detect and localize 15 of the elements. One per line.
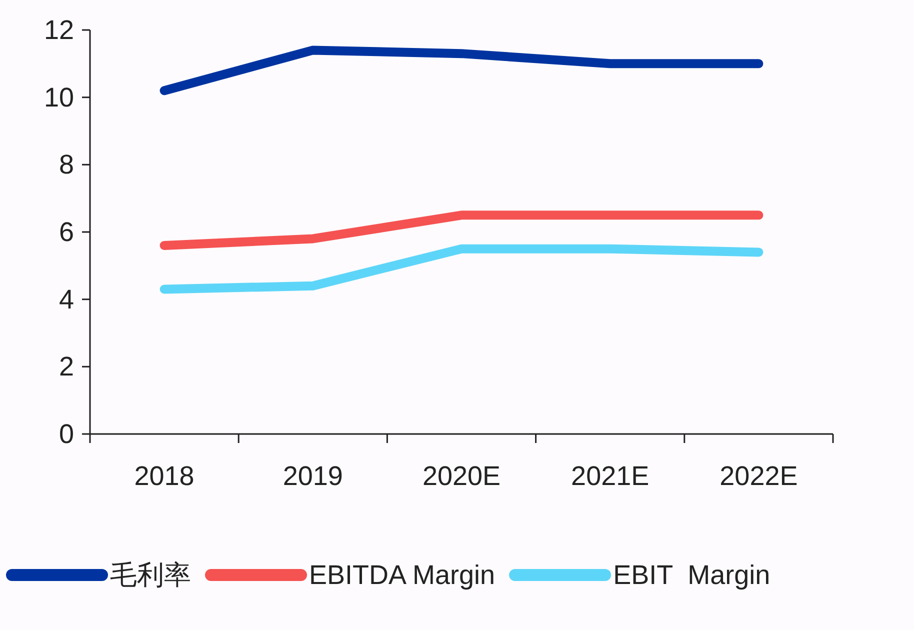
legend-label: 毛利率 [110, 560, 191, 590]
y-tick-label: 4 [58, 284, 74, 314]
y-tick-label: 6 [58, 217, 74, 247]
x-tick-label: 2022E [720, 461, 798, 491]
legend-label: EBIT Margin [613, 560, 770, 590]
y-tick-label: 8 [58, 150, 74, 180]
x-tick-label: 2020E [422, 461, 501, 491]
legend-label: EBITDA Margin [309, 560, 496, 590]
y-tick-label: 10 [44, 82, 74, 112]
y-tick-label: 2 [58, 352, 74, 382]
y-tick-label: 12 [44, 15, 74, 45]
y-tick-label: 0 [58, 419, 74, 449]
x-tick-label: 2019 [282, 461, 343, 491]
x-tick-label: 2021E [571, 461, 650, 491]
x-tick-label: 2018 [134, 461, 194, 491]
